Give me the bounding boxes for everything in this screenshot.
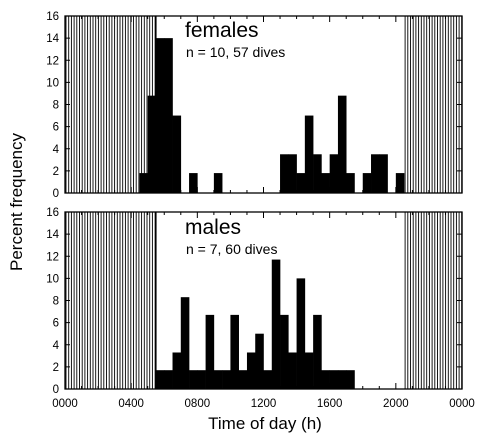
- bar: [379, 154, 388, 193]
- y-tick-label: 10: [46, 77, 59, 89]
- bar: [296, 173, 306, 193]
- panels: 0 2 4 6 8 10 12 14 16 females n = 10, 57 dives 0 2 4 6…: [46, 11, 463, 396]
- bar: [371, 154, 380, 193]
- y-tick-label: 14: [46, 229, 59, 241]
- night-shading: [65, 212, 157, 389]
- bar: [304, 115, 314, 193]
- y-tick-label: 10: [46, 273, 59, 285]
- bar: [346, 173, 355, 193]
- y-tick-label: 8: [53, 100, 59, 112]
- bar: [329, 370, 339, 389]
- x-tick-label: 0000: [449, 398, 475, 410]
- bar: [189, 370, 198, 389]
- night-shading: [404, 212, 463, 389]
- y-tick-label: 6: [53, 122, 59, 134]
- bar: [189, 173, 198, 193]
- bar: [296, 278, 306, 390]
- y-tick-label: 2: [53, 166, 59, 178]
- plot-frame: [64, 15, 463, 194]
- bar: [288, 154, 297, 193]
- bar: [213, 370, 223, 389]
- x-axis-title: Time of day (h): [208, 414, 322, 433]
- bar: [337, 370, 347, 389]
- bar: [337, 95, 347, 193]
- bar: [255, 333, 264, 389]
- bar: [263, 370, 273, 389]
- bar: [271, 259, 281, 389]
- bar: [321, 173, 330, 193]
- night-shading: [65, 16, 157, 193]
- bar: [172, 115, 182, 193]
- y-tick-label: 0: [53, 384, 59, 396]
- bar: [280, 154, 289, 193]
- bar: [313, 314, 322, 389]
- x-tick-label: 2000: [383, 398, 409, 410]
- bar: [164, 38, 173, 194]
- bar: [313, 154, 322, 193]
- bar: [304, 352, 314, 389]
- bar: [205, 314, 215, 389]
- x-tick-label: 1600: [317, 398, 343, 410]
- bar: [197, 370, 206, 389]
- bar: [164, 370, 173, 389]
- bar: [246, 352, 256, 389]
- panel-title: males: [185, 216, 241, 239]
- bar: [180, 297, 190, 389]
- y-tick-label: 4: [53, 340, 60, 352]
- night-shading: [404, 16, 463, 193]
- panel-females: 0 2 4 6 8 10 12 14 16 females n = 10, 57 dives: [46, 11, 463, 200]
- y-tick-label: 16: [46, 207, 59, 219]
- y-tick-label: 4: [53, 144, 60, 156]
- panel-subtitle: n = 10, 57 dives: [186, 44, 285, 60]
- x-tick-label: 0400: [118, 398, 144, 410]
- bar: [155, 370, 165, 389]
- x-tick-label: 1200: [251, 398, 277, 410]
- panel-males: 0 2 4 6 8 10 12 14 16 males n = 7, 60 dives: [46, 207, 463, 396]
- bar: [321, 370, 330, 389]
- panel-title: females: [185, 19, 259, 42]
- bar: [222, 370, 231, 389]
- y-tick-label: 2: [53, 362, 59, 374]
- y-tick-label: 12: [46, 251, 59, 263]
- y-tick-label: 16: [46, 11, 59, 23]
- y-axis-title: Percent frequency: [7, 133, 26, 271]
- y-tick-label: 12: [46, 55, 59, 67]
- bar: [230, 314, 239, 389]
- bar: [329, 154, 339, 193]
- bar: [395, 173, 405, 193]
- bar: [346, 370, 355, 389]
- bar: [238, 370, 248, 389]
- bar: [147, 95, 157, 193]
- bar: [288, 352, 297, 389]
- bar: [155, 38, 165, 194]
- y-tick-label: 0: [53, 188, 59, 200]
- y-tick-label: 14: [46, 33, 59, 45]
- x-tick-label: 0800: [185, 398, 211, 410]
- bar: [362, 173, 372, 193]
- bar: [139, 173, 149, 193]
- bar: [213, 173, 223, 193]
- bar: [172, 352, 182, 389]
- y-tick-label: 6: [53, 318, 59, 330]
- x-tick-label: 0000: [52, 398, 78, 410]
- y-tick-label: 8: [53, 296, 59, 308]
- x-axis: 0000 0400 0800 1200 1600 2000 0000: [52, 398, 475, 410]
- bar: [280, 314, 289, 389]
- panel-subtitle: n = 7, 60 dives: [186, 241, 277, 257]
